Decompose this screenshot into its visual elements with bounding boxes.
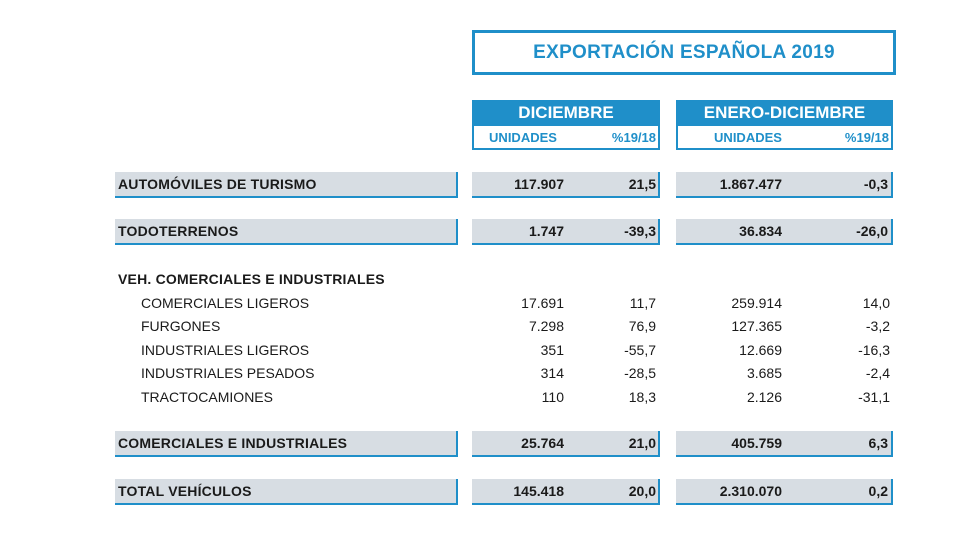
value-units: 1.867.477: [719, 176, 782, 192]
value-units: 2.310.070: [719, 483, 782, 499]
subrow-ytd-units: 3.685: [746, 365, 782, 381]
subrow-label: COMERCIALES LIGEROS: [141, 295, 310, 311]
value-pct: 6,3: [868, 435, 888, 451]
subrow-ytd-pct: -31,1: [858, 389, 890, 405]
subrow-ytd-pct: -3,2: [865, 318, 890, 334]
subrow-label: INDUSTRIALES PESADOS: [141, 365, 315, 381]
subrow-label: FURGONES: [141, 318, 221, 334]
row-label: AUTOMÓVILES DE TURISMO: [118, 176, 317, 192]
row-values-diciembre: 145.418 20,0: [472, 479, 660, 505]
row-values-diciembre: 25.764 21,0: [472, 431, 660, 457]
subrow-dic-pct: -55,7: [624, 342, 656, 358]
report-title: EXPORTACIÓN ESPAÑOLA 2019: [472, 30, 896, 75]
subrow-dic-units: 17.691: [521, 295, 564, 311]
col-header-units: UNIDADES: [714, 129, 782, 145]
col-header-pct: %19/18: [611, 129, 656, 145]
value-pct: 20,0: [628, 483, 656, 499]
row-values-enero-diciembre: 2.310.070 0,2: [676, 479, 893, 505]
subrow-ytd-pct: -16,3: [858, 342, 890, 358]
subrow-dic-pct: 11,7: [629, 295, 656, 311]
col-header-pct: %19/18: [844, 129, 889, 145]
row-label-bar: TODOTERRENOS: [115, 219, 458, 245]
subheader-diciembre: UNIDADES %19/18: [472, 126, 660, 150]
row-label: COMERCIALES E INDUSTRIALES: [118, 435, 348, 451]
subheader-enero-diciembre: UNIDADES %19/18: [676, 126, 893, 150]
row-label: TOTAL VEHÍCULOS: [118, 483, 252, 499]
subrow-ytd-units: 259.914: [731, 295, 782, 311]
row-values-enero-diciembre: 405.759 6,3: [676, 431, 893, 457]
row-values-enero-diciembre: 1.867.477 -0,3: [676, 172, 893, 198]
period-header-diciembre: DICIEMBRE: [472, 100, 660, 126]
col-header-units: UNIDADES: [489, 129, 557, 145]
value-units: 145.418: [513, 483, 564, 499]
subrow-label: TRACTOCAMIONES: [141, 389, 273, 405]
subrow-label: INDUSTRIALES LIGEROS: [141, 342, 310, 358]
value-pct: 21,0: [628, 435, 656, 451]
row-values-enero-diciembre: 36.834 -26,0: [676, 219, 893, 245]
row-label-bar: COMERCIALES E INDUSTRIALES: [115, 431, 458, 457]
subrow-dic-units: 7.298: [528, 318, 564, 334]
value-units: 25.764: [521, 435, 564, 451]
value-pct: 0,2: [868, 483, 888, 499]
value-pct: -0,3: [863, 176, 888, 192]
value-units: 36.834: [739, 223, 782, 239]
period-header-enero-diciembre: ENERO-DICIEMBRE: [676, 100, 893, 126]
row-label-bar: TOTAL VEHÍCULOS: [115, 479, 458, 505]
value-units: 117.907: [514, 176, 564, 192]
row-label: TODOTERRENOS: [118, 223, 239, 239]
subrow-dic-pct: 76,9: [628, 318, 656, 334]
subrow-dic-pct: -28,5: [624, 365, 656, 381]
subrow-ytd-pct: 14,0: [862, 295, 890, 311]
subrow-dic-pct: 18,3: [628, 389, 656, 405]
value-pct: 21,5: [628, 176, 656, 192]
value-pct: -39,3: [624, 223, 656, 239]
row-values-diciembre: 1.747 -39,3: [472, 219, 660, 245]
value-units: 1.747: [528, 223, 564, 239]
row-label-bar: AUTOMÓVILES DE TURISMO: [115, 172, 458, 198]
subrow-ytd-units: 127.365: [731, 318, 782, 334]
subrow-ytd-units: 2.126: [746, 389, 782, 405]
subrow-ytd-pct: -2,4: [865, 365, 890, 381]
row-values-diciembre: 117.907 21,5: [472, 172, 660, 198]
section-title: VEH. COMERCIALES E INDUSTRIALES: [118, 271, 385, 287]
subrow-dic-units: 351: [540, 342, 564, 358]
value-units: 405.759: [731, 435, 782, 451]
subrow-ytd-units: 12.669: [739, 342, 782, 358]
value-pct: -26,0: [856, 223, 888, 239]
subrow-dic-units: 110: [541, 389, 564, 405]
subrow-dic-units: 314: [540, 365, 564, 381]
